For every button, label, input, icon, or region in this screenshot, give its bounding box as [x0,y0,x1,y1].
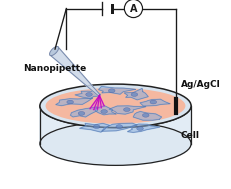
Text: A: A [130,4,137,13]
Polygon shape [109,106,146,114]
Polygon shape [99,86,135,94]
Ellipse shape [46,88,185,124]
Text: Cell: Cell [181,131,200,140]
Ellipse shape [150,100,157,104]
Ellipse shape [93,125,100,129]
Polygon shape [70,107,97,117]
Ellipse shape [101,110,107,113]
Ellipse shape [78,112,85,115]
Polygon shape [140,99,170,106]
Polygon shape [128,124,160,132]
Text: Ag/AgCl: Ag/AgCl [181,80,220,89]
Polygon shape [133,112,162,120]
Ellipse shape [143,113,149,117]
Polygon shape [75,91,100,98]
Ellipse shape [137,127,143,130]
Ellipse shape [40,84,191,128]
Circle shape [124,0,143,18]
Polygon shape [50,47,100,96]
Ellipse shape [86,93,92,96]
Ellipse shape [40,122,191,165]
Ellipse shape [42,85,189,127]
Polygon shape [102,123,137,131]
Ellipse shape [50,46,59,56]
Polygon shape [80,123,110,132]
Polygon shape [90,95,104,110]
Text: Nanopipette: Nanopipette [23,64,86,74]
Polygon shape [94,106,116,115]
Polygon shape [56,98,92,106]
Ellipse shape [131,93,138,96]
Ellipse shape [116,125,123,129]
Ellipse shape [67,100,73,104]
Polygon shape [40,106,191,165]
Polygon shape [124,88,148,100]
Ellipse shape [124,108,130,112]
Ellipse shape [108,89,115,93]
